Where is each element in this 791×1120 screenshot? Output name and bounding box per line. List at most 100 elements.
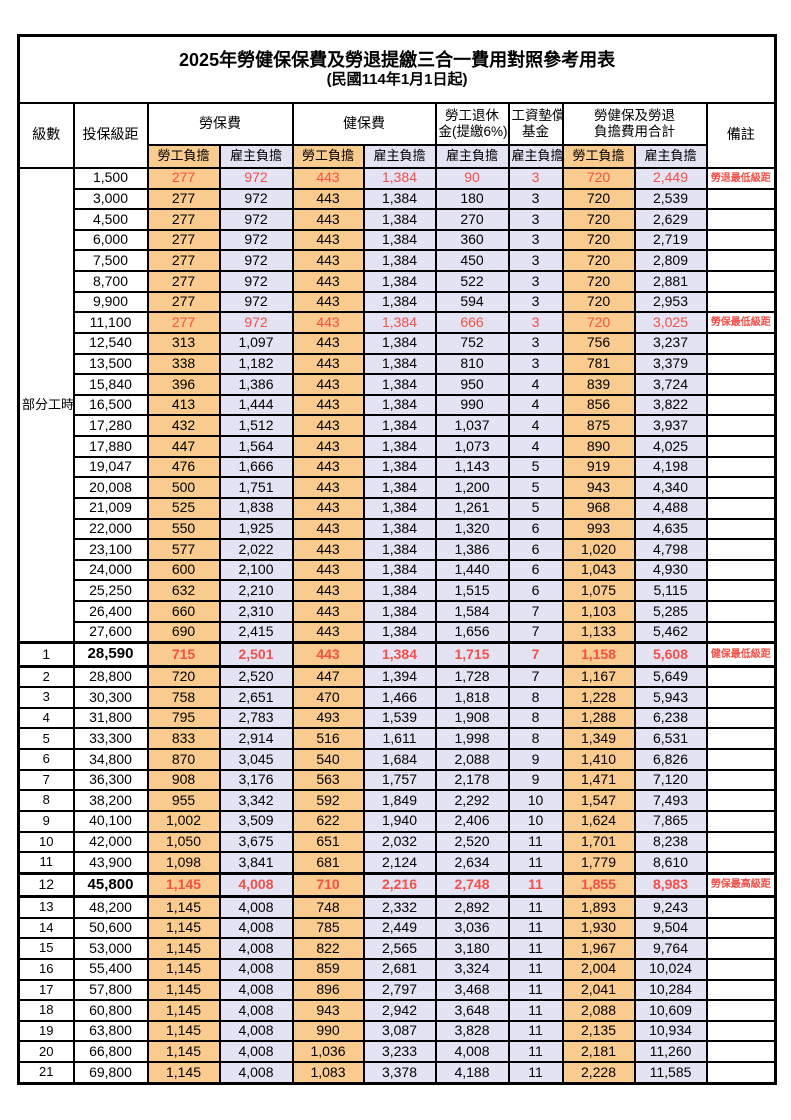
cell-total-employer: 9,504 — [633, 916, 708, 940]
cell-level: 8 — [17, 789, 75, 812]
cell-health-ins-employee: 540 — [291, 748, 365, 771]
cell-pension-employer: 1,656 — [434, 620, 510, 644]
cell-total-employee: 2,004 — [561, 958, 636, 981]
header-health-insurance: 健保費 — [291, 101, 437, 146]
cell-total-employer: 6,238 — [633, 706, 708, 730]
cell-labor-ins-employee: 1,145 — [146, 958, 221, 981]
cell-total-employee: 1,893 — [561, 895, 636, 919]
cell-total-employee: 993 — [561, 517, 636, 541]
cell-remark — [705, 789, 777, 812]
header-pension: 勞工退休 金(提繳6%) — [434, 101, 510, 146]
table-row: 17,280 432 1,512 443 1,384 1,037 4 875 3,937 — [19, 414, 777, 438]
cell-labor-ins-employer: 972 — [218, 187, 294, 211]
cell-wage-fund-employer: 3 — [507, 290, 564, 314]
cell-wage-fund-employer: 9 — [507, 748, 564, 771]
header-wage-fund: 工資墊償 基金 — [507, 101, 564, 146]
cell-labor-ins-employer: 972 — [218, 270, 294, 293]
cell-health-ins-employer: 1,849 — [362, 789, 437, 812]
cell-pension-employer: 90 — [434, 167, 510, 190]
cell-total-employee: 1,167 — [561, 665, 636, 689]
cell-pension-employer: 1,818 — [434, 686, 510, 709]
table-row: 16,500 413 1,444 443 1,384 990 4 856 3,822 — [19, 393, 777, 417]
cell-total-employee: 2,088 — [561, 999, 636, 1022]
cell-health-ins-employer: 1,384 — [362, 228, 437, 252]
cell-labor-ins-employee: 1,145 — [146, 1019, 221, 1043]
table-body: 部分工時 1,500 277 972 443 1,384 90 3 720 2,449 勞退最低級距… — [17, 166, 777, 1085]
cell-health-ins-employer: 1,384 — [362, 641, 437, 668]
cell-bracket: 20,008 — [72, 476, 149, 499]
cell-labor-ins-employer: 4,008 — [218, 1019, 294, 1043]
cell-labor-ins-employer: 4,008 — [218, 999, 294, 1022]
cell-wage-fund-employer: 3 — [507, 352, 564, 376]
cell-bracket: 30,300 — [72, 686, 149, 709]
cell-labor-ins-employer: 1,444 — [218, 393, 294, 417]
cell-health-ins-employer: 1,940 — [362, 810, 437, 833]
cell-wage-fund-employer: 3 — [507, 187, 564, 211]
cell-health-ins-employee: 443 — [291, 538, 365, 561]
cell-health-ins-employer: 1,384 — [362, 393, 437, 417]
cell-total-employee: 756 — [561, 332, 636, 355]
cell-labor-ins-employer: 1,386 — [218, 373, 294, 396]
cell-pension-employer: 1,515 — [434, 579, 510, 603]
cell-health-ins-employer: 1,757 — [362, 768, 437, 792]
cell-total-employee: 2,135 — [561, 1019, 636, 1043]
cell-total-employer: 5,608 — [633, 641, 708, 668]
cell-total-employee: 1,624 — [561, 810, 636, 833]
cell-health-ins-employee: 651 — [291, 830, 365, 854]
cell-total-employer: 9,243 — [633, 895, 708, 919]
header-remark: 備註 — [705, 101, 777, 169]
cell-labor-ins-employer: 2,651 — [218, 686, 294, 709]
cell-level: 21 — [17, 1061, 75, 1085]
cell-health-ins-employer: 2,681 — [362, 958, 437, 981]
cell-wage-fund-employer: 3 — [507, 270, 564, 293]
cell-labor-ins-employee: 1,098 — [146, 851, 221, 875]
cell-labor-ins-employee: 277 — [146, 208, 221, 231]
cell-health-ins-employee: 443 — [291, 187, 365, 211]
table-row: 5 33,300 833 2,914 516 1,611 1,998 8 1,349 6,531 — [17, 727, 777, 751]
cell-total-employer: 10,934 — [633, 1019, 708, 1043]
cell-remark — [705, 228, 777, 252]
cell-level: 9 — [17, 810, 75, 833]
cell-health-ins-employer: 1,384 — [362, 249, 437, 273]
cell-labor-ins-employee: 758 — [146, 686, 221, 709]
cell-total-employee: 781 — [561, 352, 636, 376]
table-row: 25,250 632 2,210 443 1,384 1,515 6 1,075 5,115 — [19, 579, 777, 603]
cell-total-employer: 10,284 — [633, 978, 708, 1002]
cell-total-employee: 2,181 — [561, 1040, 636, 1064]
cell-labor-ins-employee: 577 — [146, 538, 221, 561]
cell-remark — [705, 332, 777, 355]
table-row: 9 40,100 1,002 3,509 622 1,940 2,406 10 1,624 7,8… — [17, 810, 777, 833]
cell-bracket: 8,700 — [72, 270, 149, 293]
cell-labor-ins-employee: 277 — [146, 311, 221, 334]
cell-level: 14 — [17, 916, 75, 940]
cell-remark — [705, 810, 777, 833]
cell-level: 10 — [17, 830, 75, 854]
table-row: 9,900 277 972 443 1,384 594 3 720 2,953 — [19, 290, 777, 314]
cell-labor-ins-employee: 550 — [146, 517, 221, 541]
cell-health-ins-employee: 443 — [291, 620, 365, 644]
cell-wage-fund-employer: 3 — [507, 332, 564, 355]
cell-wage-fund-employer: 7 — [507, 641, 564, 668]
cell-labor-ins-employer: 2,520 — [218, 665, 294, 689]
cell-total-employee: 720 — [561, 311, 636, 334]
table-row: 15,840 396 1,386 443 1,384 950 4 839 3,724 — [19, 373, 777, 396]
comparison-table: 2025年勞健保保費及勞退提繳三合一費用對照參考用表 (民國114年1月1日起)… — [17, 34, 778, 1085]
cell-total-employee: 1,103 — [561, 600, 636, 623]
cell-total-employee: 1,701 — [561, 830, 636, 854]
cell-wage-fund-employer: 4 — [507, 373, 564, 396]
cell-pension-employer: 1,908 — [434, 706, 510, 730]
subheader-li-employer: 雇主負擔 — [218, 143, 294, 169]
table-row: 14 50,600 1,145 4,008 785 2,449 3,036 11 1,930 9,… — [17, 916, 777, 940]
cell-bracket: 33,300 — [72, 727, 149, 751]
subheader-pension-employer: 雇主負擔 — [434, 143, 510, 169]
cell-labor-ins-employer: 2,914 — [218, 727, 294, 751]
cell-pension-employer: 3,648 — [434, 999, 510, 1022]
table-row: 6 34,800 870 3,045 540 1,684 2,088 9 1,410 6,826 — [17, 748, 777, 771]
cell-bracket: 3,000 — [72, 187, 149, 211]
cell-wage-fund-employer: 10 — [507, 789, 564, 812]
subheader-fund-employer: 雇主負擔 — [507, 143, 564, 169]
cell-health-ins-employer: 2,032 — [362, 830, 437, 854]
cell-labor-ins-employee: 277 — [146, 270, 221, 293]
cell-total-employee: 1,075 — [561, 579, 636, 603]
cell-bracket: 25,250 — [72, 579, 149, 603]
